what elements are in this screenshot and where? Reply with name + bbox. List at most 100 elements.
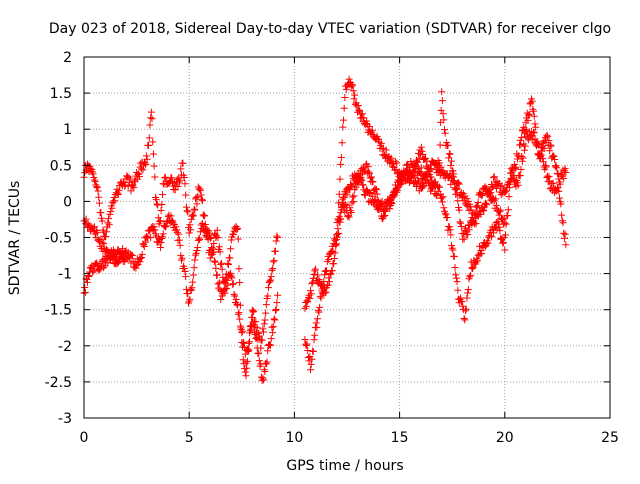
x-tick-label: 5: [185, 430, 194, 446]
data-point: [90, 267, 98, 275]
data-point: [189, 271, 197, 279]
data-point: [316, 303, 324, 311]
data-point: [154, 201, 162, 209]
data-point: [496, 208, 504, 216]
data-point: [501, 188, 509, 196]
data-point: [273, 232, 281, 240]
data-point: [466, 273, 474, 281]
data-point: [358, 110, 366, 118]
data-point: [307, 360, 315, 368]
data-point: [349, 198, 357, 206]
data-point: [425, 179, 433, 187]
data-point: [499, 220, 507, 228]
data-point: [108, 204, 116, 212]
data-point: [274, 291, 282, 299]
data-point: [95, 199, 103, 207]
data-point: [229, 230, 237, 238]
data-point: [147, 114, 155, 122]
data-point: [233, 225, 241, 233]
data-point: [482, 185, 490, 193]
data-point: [350, 95, 358, 103]
data-point: [500, 214, 508, 222]
data-point: [541, 162, 549, 170]
data-point: [259, 374, 267, 382]
data-point: [149, 150, 157, 158]
data-point: [141, 159, 149, 167]
data-point: [201, 212, 209, 220]
data-point: [105, 215, 113, 223]
data-point: [234, 235, 242, 243]
data-point: [184, 208, 192, 216]
data-point: [337, 209, 345, 217]
data-point: [314, 271, 322, 279]
data-point: [386, 156, 394, 164]
data-point: [441, 209, 449, 217]
data-point: [226, 254, 234, 262]
data-point: [214, 280, 222, 288]
data-point: [264, 347, 272, 355]
data-point: [120, 250, 128, 258]
data-point: [314, 307, 322, 315]
data-point: [100, 240, 108, 248]
data-point: [159, 191, 167, 199]
data-point: [366, 174, 374, 182]
y-tick-label: 2: [63, 50, 72, 66]
data-point: [233, 300, 241, 308]
data-point: [473, 257, 481, 265]
data-point: [308, 355, 316, 363]
data-point: [455, 179, 463, 187]
data-point: [335, 199, 343, 207]
data-point: [518, 152, 526, 160]
data-point: [313, 323, 321, 331]
data-point: [112, 250, 120, 258]
data-point: [349, 81, 357, 89]
data-point: [265, 340, 273, 348]
data-point: [436, 183, 444, 191]
data-point: [264, 292, 272, 300]
data-point: [218, 265, 226, 273]
data-point: [151, 173, 159, 181]
data-point: [471, 211, 479, 219]
data-point: [210, 257, 218, 265]
data-point: [497, 206, 505, 214]
data-point: [389, 190, 397, 198]
data-point: [446, 150, 454, 158]
data-point: [100, 264, 108, 272]
data-point: [224, 281, 232, 289]
data-point: [477, 210, 485, 218]
data-point: [342, 189, 350, 197]
data-point: [501, 219, 509, 227]
data-point: [473, 202, 481, 210]
data-point: [199, 211, 207, 219]
data-point: [483, 184, 491, 192]
data-point: [331, 249, 339, 257]
data-point: [105, 221, 113, 229]
data-point: [172, 223, 180, 231]
data-point: [325, 274, 333, 282]
data-point: [125, 173, 133, 181]
data-point: [561, 230, 569, 238]
data-point: [418, 147, 426, 155]
data-point: [377, 203, 385, 211]
data-point: [557, 200, 565, 208]
data-point: [156, 244, 164, 252]
data-point: [337, 160, 345, 168]
data-point: [496, 227, 504, 235]
data-point: [223, 276, 231, 284]
data-point: [224, 260, 232, 268]
data-point: [208, 244, 216, 252]
data-point: [444, 141, 452, 149]
data-point: [216, 248, 224, 256]
data-point: [97, 235, 105, 243]
data-point: [145, 134, 153, 142]
data-point: [514, 181, 522, 189]
data-point: [562, 169, 570, 177]
data-point: [258, 336, 266, 344]
data-point: [196, 186, 204, 194]
data-point: [253, 324, 261, 332]
data-point: [274, 234, 282, 241]
data-point: [215, 243, 223, 251]
data-point: [139, 166, 147, 174]
data-point: [149, 138, 157, 146]
data-point: [176, 176, 184, 184]
